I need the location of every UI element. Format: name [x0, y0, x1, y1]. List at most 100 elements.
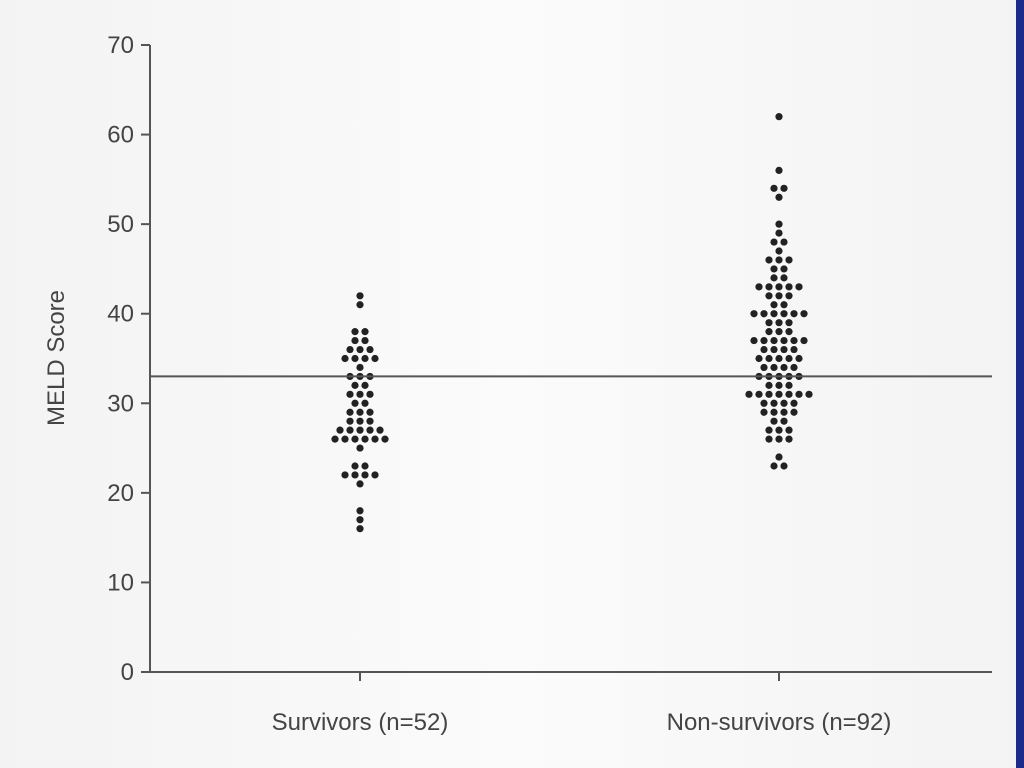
data-point: [745, 390, 753, 398]
data-point: [800, 310, 808, 318]
data-point: [775, 113, 783, 121]
data-point: [790, 310, 798, 318]
data-point: [755, 390, 763, 398]
data-point: [351, 328, 359, 336]
data-point: [361, 328, 369, 336]
x-axis-categories: Survivors (n=52) Non-survivors (n=92): [272, 672, 892, 736]
data-point: [755, 354, 763, 363]
data-point: [366, 408, 374, 416]
data-point: [775, 328, 783, 336]
data-point: [760, 345, 768, 354]
data-point: [351, 354, 359, 363]
data-point: [785, 435, 793, 443]
data-points: [331, 113, 813, 533]
data-point: [780, 345, 788, 354]
data-point: [775, 319, 783, 327]
data-point: [770, 462, 778, 470]
data-point: [800, 336, 808, 345]
data-point: [351, 399, 359, 407]
data-point: [346, 408, 354, 416]
data-point: [775, 354, 783, 363]
data-point: [361, 399, 369, 407]
data-point: [371, 435, 379, 443]
data-point: [775, 283, 783, 291]
data-point: [775, 247, 783, 255]
data-point: [351, 462, 359, 470]
data-point: [346, 426, 354, 434]
data-point: [750, 336, 758, 345]
data-point: [356, 525, 364, 533]
data-point: [775, 229, 783, 237]
data-point: [346, 345, 354, 354]
data-point: [785, 319, 793, 327]
data-point: [790, 336, 798, 345]
data-point: [760, 363, 768, 372]
data-point: [780, 336, 788, 345]
data-point: [351, 381, 359, 389]
data-point: [351, 336, 359, 345]
data-point: [366, 417, 374, 425]
data-point: [775, 381, 783, 389]
data-point: [790, 345, 798, 354]
data-point: [765, 435, 773, 443]
data-point: [356, 444, 364, 452]
data-point: [780, 462, 788, 470]
data-point: [785, 354, 793, 363]
data-point: [805, 390, 813, 398]
y-tick-label: 60: [107, 122, 134, 149]
data-point: [356, 426, 364, 434]
data-point: [356, 408, 364, 416]
data-point: [765, 319, 773, 327]
data-point: [775, 435, 783, 443]
data-point: [765, 256, 773, 264]
data-point: [775, 166, 783, 174]
data-point: [790, 399, 798, 407]
data-point: [371, 471, 379, 479]
data-point: [331, 435, 339, 443]
data-point: [356, 301, 364, 309]
slide-border: [1016, 0, 1024, 768]
data-point: [775, 256, 783, 264]
y-tick-label: 70: [107, 32, 134, 59]
data-point: [765, 292, 773, 300]
data-point: [371, 354, 379, 363]
data-point: [775, 426, 783, 434]
data-point: [765, 381, 773, 389]
x-category-label: Non-survivors (n=92): [667, 709, 892, 736]
data-point: [366, 390, 374, 398]
data-point: [765, 354, 773, 363]
data-point: [356, 516, 364, 524]
data-point: [770, 399, 778, 407]
data-point: [780, 310, 788, 318]
data-point: [770, 417, 778, 425]
data-point: [780, 301, 788, 309]
data-point: [785, 283, 793, 291]
data-point: [770, 336, 778, 345]
data-point: [795, 390, 803, 398]
data-point: [770, 408, 778, 416]
data-point: [361, 462, 369, 470]
data-point: [760, 336, 768, 345]
data-point: [346, 390, 354, 398]
y-tick-label: 50: [107, 211, 134, 238]
data-point: [780, 399, 788, 407]
data-point: [755, 283, 763, 291]
data-point: [770, 238, 778, 246]
data-point: [765, 328, 773, 336]
y-axis-ticks: 0 10 20 30 40 50 60 70: [107, 32, 150, 686]
data-point: [376, 426, 384, 434]
data-point: [381, 435, 389, 443]
data-point: [790, 408, 798, 416]
data-point: [356, 417, 364, 425]
data-point: [351, 471, 359, 479]
data-point: [750, 310, 758, 318]
data-point: [785, 328, 793, 336]
data-point: [765, 426, 773, 434]
data-point: [361, 435, 369, 443]
data-point: [770, 301, 778, 309]
y-axis-title: MELD Score: [43, 290, 70, 426]
data-point: [785, 390, 793, 398]
data-point: [795, 354, 803, 363]
data-point: [770, 265, 778, 273]
